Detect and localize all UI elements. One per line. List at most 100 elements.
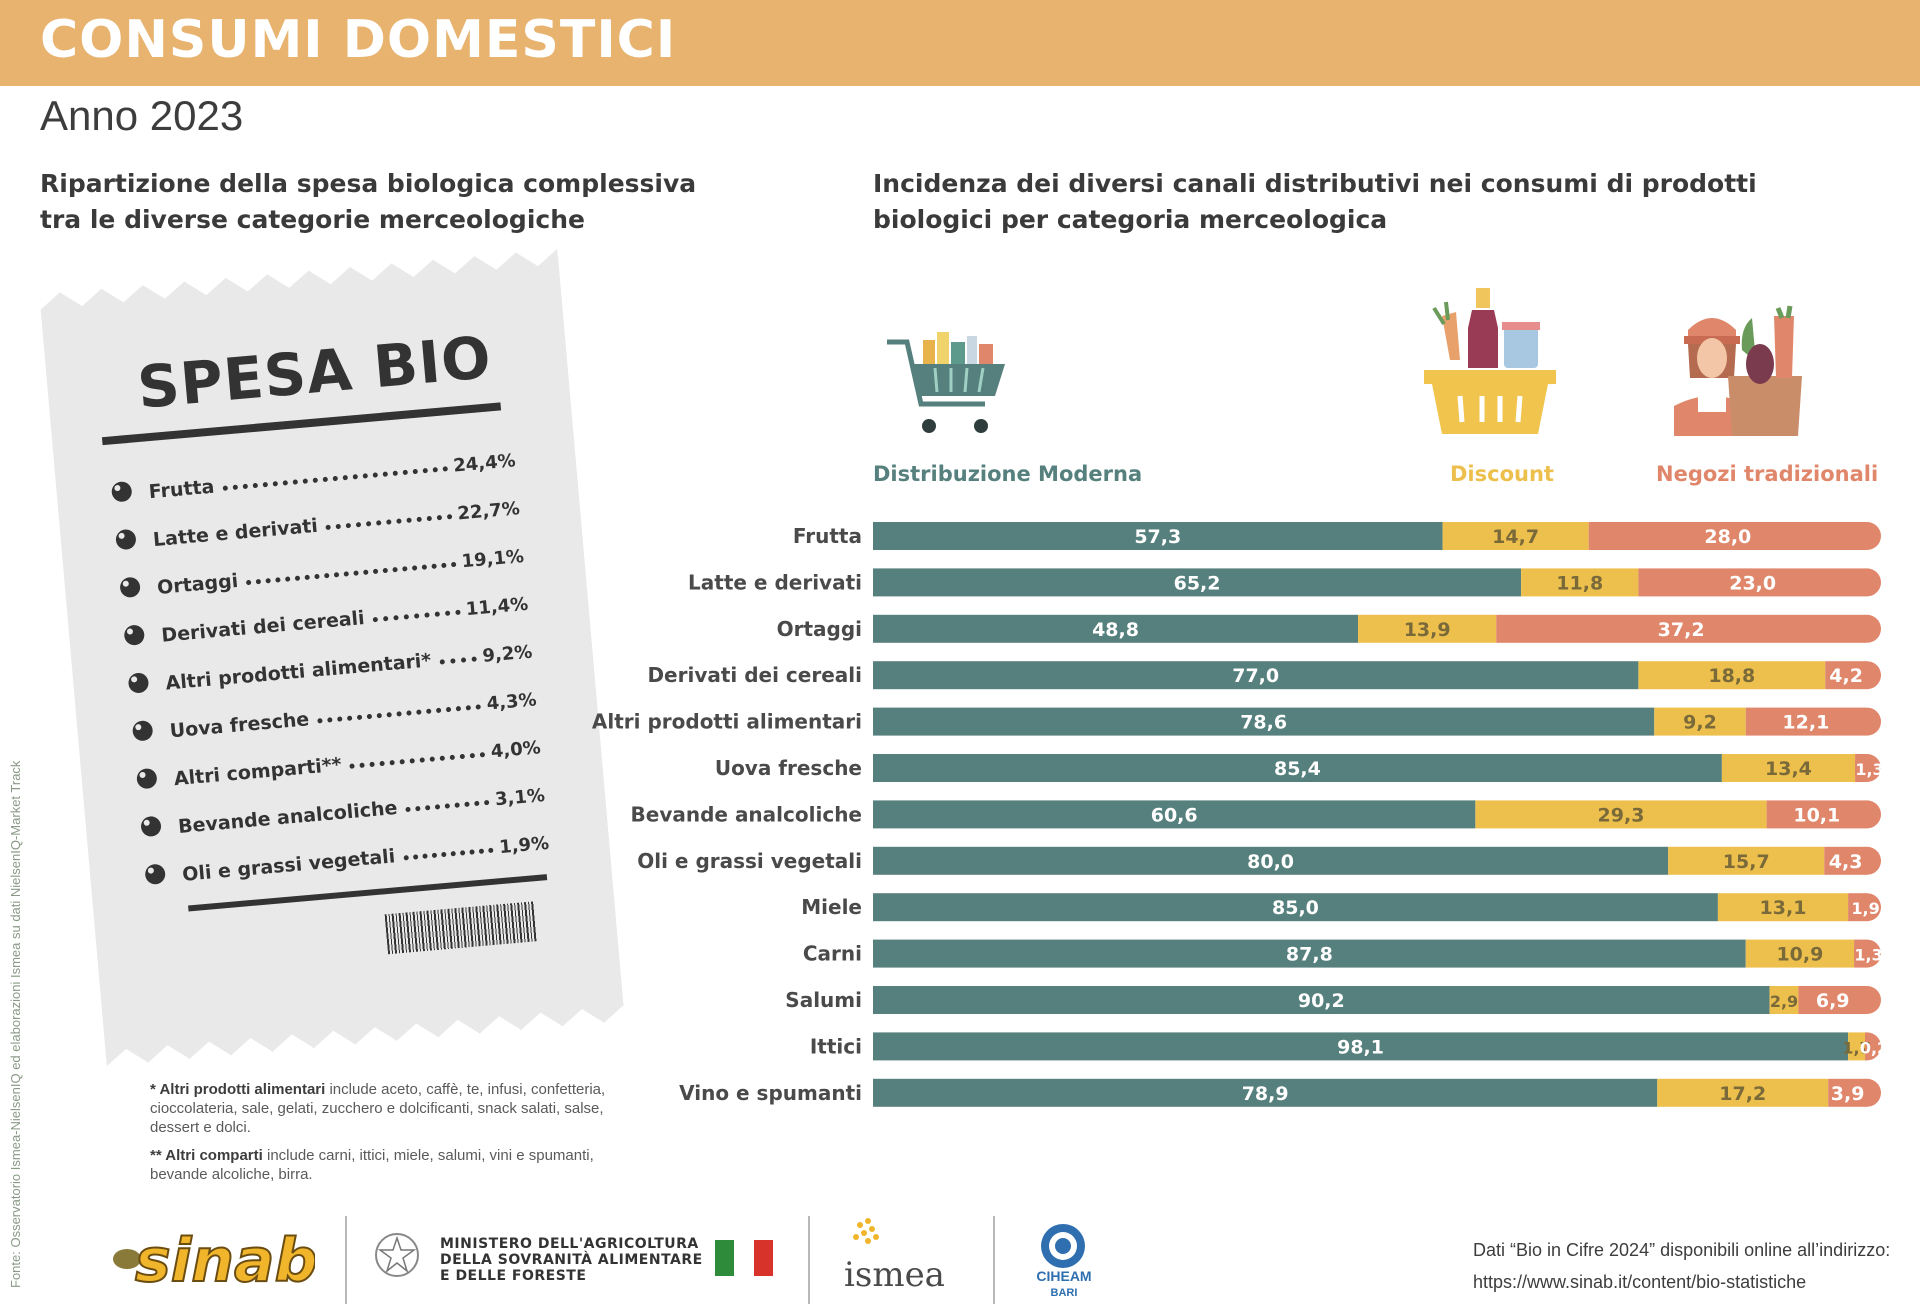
- bar-value-label: 15,7: [1723, 851, 1770, 873]
- bar-value-label: 77,0: [1232, 665, 1279, 687]
- bar-segment: [873, 986, 1770, 1014]
- receipt-item: Frutta 24,4%: [105, 431, 517, 507]
- receipt-item-value: 9,2%: [481, 641, 534, 667]
- milk-icon: [110, 522, 143, 555]
- bar-value-label: 10,1: [1793, 804, 1840, 826]
- bar-value-label: 13,9: [1404, 619, 1451, 641]
- receipt-item-value: 3,1%: [494, 785, 546, 811]
- receipt-item: Altri comparti** 4,0%: [130, 718, 542, 794]
- legend-distribuzione-moderna: Distribuzione Moderna: [873, 462, 1143, 486]
- bar-segment: [873, 614, 1359, 643]
- bar-value-label: 13,4: [1765, 758, 1812, 780]
- bar-value-label: 2,9: [1770, 992, 1798, 1011]
- receipt-rows: Frutta 24,4% Latte e derivati 22,7% Ortaggi 1…: [39, 249, 557, 886]
- bar-segment: [1854, 939, 1867, 968]
- vegetables-icon: [114, 570, 147, 603]
- bar-value-label: 85,4: [1274, 758, 1321, 780]
- bar-value-label: 37,2: [1658, 619, 1705, 641]
- bar-value-label: 0,2: [1860, 1038, 1888, 1057]
- receipt-item: Derivati dei cereali 11,4%: [117, 575, 529, 651]
- bar-value-label: 13,1: [1760, 897, 1807, 919]
- bar-value-label: 87,8: [1286, 944, 1333, 966]
- bar-segment: [1865, 1032, 1867, 1061]
- bar-value-label: 3,9: [1831, 1083, 1865, 1105]
- footnote-altri-prodotti: * Altri prodotti alimentari include acet…: [150, 1081, 606, 1136]
- chart-svg: Frutta 57,3 14,7 28,0 Latte e derivati 65,2 11…: [592, 522, 1888, 1107]
- category-label: Bevande analcoliche: [631, 802, 862, 826]
- oil-icon: [139, 857, 172, 890]
- bar-value-label: 85,0: [1272, 897, 1319, 919]
- receipt-item-value: 1,9%: [498, 832, 550, 859]
- bar-segment: [1654, 707, 1746, 736]
- package-icon: [122, 666, 155, 699]
- eggs-icon: [126, 714, 159, 747]
- category-label: Miele: [801, 895, 862, 919]
- ministry-name: MINISTERO DELL'AGRICOLTURA DELLA SOVRANI…: [440, 1236, 703, 1284]
- bar-segment: [1745, 707, 1867, 736]
- bar-value-label: 12,1: [1782, 712, 1829, 734]
- bar-value-label: 60,6: [1151, 804, 1198, 826]
- bar-segment: [1588, 522, 1867, 550]
- bar-segment: [1717, 893, 1849, 922]
- sinab-logo-text: sinab: [135, 1226, 315, 1295]
- bar-segment: [1721, 754, 1856, 782]
- receipt-item: Bevande analcoliche 3,1%: [134, 766, 546, 842]
- ciheam-sub-label: BARI: [1050, 1287, 1078, 1299]
- bar-segment: [873, 800, 1476, 829]
- receipt-item: Oli e grassi vegetali 1,9%: [138, 814, 550, 890]
- bar-value-label: 78,9: [1242, 1083, 1289, 1105]
- bar-segment: [1638, 661, 1826, 690]
- receipt-leader-dots: [372, 609, 461, 623]
- bar-segment: [1638, 568, 1867, 597]
- bar-segment: [873, 846, 1669, 875]
- ismea-logo-text: ismea: [844, 1255, 945, 1295]
- ismea-logo-icon: [853, 1218, 879, 1244]
- bar-segment: [1496, 614, 1867, 643]
- category-label: Frutta: [793, 524, 862, 548]
- bar-segment: [873, 939, 1746, 968]
- bar-segment: [1855, 754, 1868, 782]
- bar-value-label: 11,8: [1556, 572, 1603, 594]
- bar-value-label: 29,3: [1598, 804, 1645, 826]
- bar-value-label: 48,8: [1092, 619, 1139, 641]
- shopkeeper-icon: [1674, 305, 1802, 436]
- bar-segment: [873, 754, 1722, 782]
- bar-segment: [873, 1078, 1658, 1107]
- online-url-link[interactable]: https://www.sinab.it/content/bio-statist…: [1473, 1272, 1807, 1292]
- bar-segment: [1798, 986, 1867, 1014]
- fruit-icon: [105, 474, 138, 507]
- page-title: CONSUMI DOMESTICI: [40, 10, 677, 70]
- bar-value-label: 1,3: [1854, 946, 1882, 965]
- receipt-item-value: 4,3%: [485, 689, 538, 715]
- cutlery-icon: [131, 761, 164, 794]
- category-label: Derivati dei cereali: [647, 663, 862, 687]
- category-label: Altri prodotti alimentari: [592, 710, 862, 734]
- bar-value-label: 65,2: [1174, 572, 1221, 594]
- bar-value-label: 90,2: [1298, 990, 1345, 1012]
- wheat-icon: [118, 618, 151, 651]
- bar-segment: [1442, 522, 1589, 550]
- shopping-cart-icon: [887, 332, 1005, 433]
- category-label: Oli e grassi vegetali: [637, 849, 862, 873]
- bar-segment: [1475, 800, 1767, 829]
- bar-segment: [1848, 1032, 1866, 1061]
- footnote-altri-comparti: ** Altri comparti include carni, ittici,…: [150, 1147, 594, 1183]
- footer-divider: [808, 1216, 810, 1304]
- bar-value-label: 1,7: [1842, 1038, 1870, 1057]
- receipt-leader-dots: [403, 847, 494, 861]
- bar-segment: [1745, 939, 1855, 968]
- bar-value-label: 18,8: [1708, 665, 1755, 687]
- bar-value-label: 17,2: [1719, 1083, 1766, 1105]
- bar-segment: [873, 707, 1655, 736]
- bar-segment: [873, 1032, 1849, 1061]
- receipt-item: Uova fresche 4,3%: [125, 670, 537, 746]
- bar-value-label: 9,2: [1683, 712, 1717, 734]
- receipt-item: Ortaggi 19,1%: [113, 527, 525, 603]
- bar-value-label: 6,9: [1816, 990, 1850, 1012]
- category-label: Vino e spumanti: [679, 1081, 862, 1105]
- bar-value-label: 80,0: [1247, 851, 1294, 873]
- source-note: Fonte: Osservatorio Ismea-NielsenIQ ed e…: [8, 760, 23, 1288]
- receipt: SPESA BIO Frutta 24,4% Latte e derivati 22,…: [39, 249, 625, 1066]
- year-title: Anno 2023: [40, 92, 244, 139]
- bar-segment: [1766, 800, 1867, 829]
